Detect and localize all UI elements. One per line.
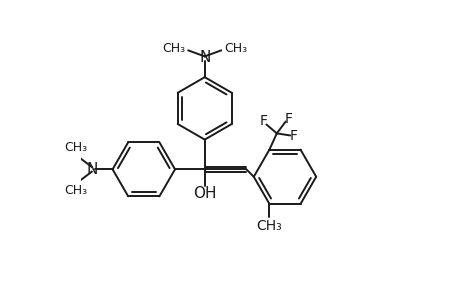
Text: CH₃: CH₃ [224,42,246,55]
Text: CH₃: CH₃ [162,42,185,55]
Text: CH₃: CH₃ [256,219,282,233]
Text: F: F [289,129,297,143]
Text: CH₃: CH₃ [64,184,87,197]
Text: N: N [199,50,210,65]
Text: F: F [284,112,292,125]
Text: N: N [86,162,97,177]
Text: F: F [259,115,267,128]
Text: OH: OH [193,186,216,201]
Text: CH₃: CH₃ [64,142,87,154]
